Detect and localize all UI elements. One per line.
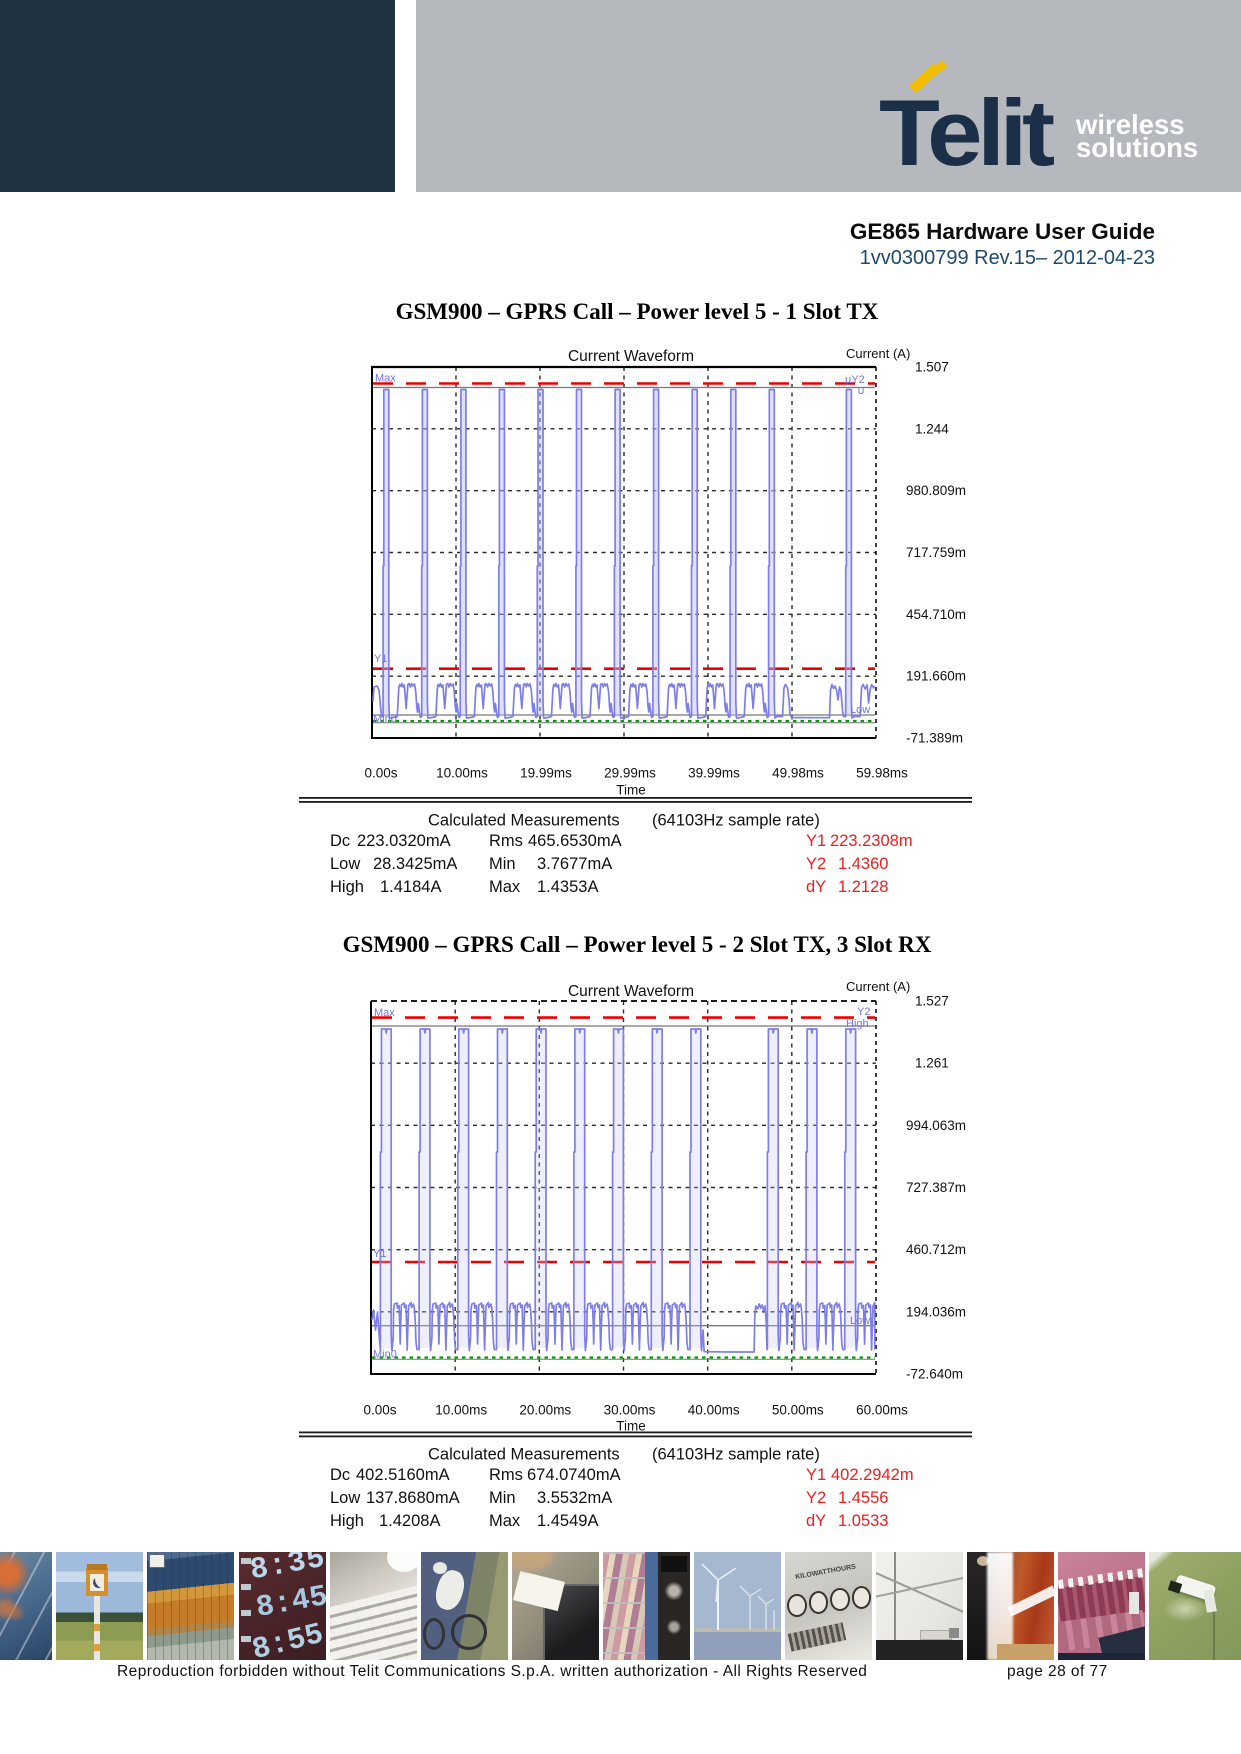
svg-text:-71.389m: -71.389m (906, 731, 963, 746)
svg-text:High: High (330, 878, 364, 896)
svg-text:Dc: Dc (330, 1466, 350, 1484)
svg-text:-72.640m: -72.640m (906, 1367, 963, 1382)
svg-text:µY2: µY2 (845, 374, 865, 386)
svg-text:Time: Time (616, 1419, 646, 1434)
svg-text:1.4184A: 1.4184A (380, 878, 441, 896)
svg-text:402.2942m: 402.2942m (831, 1466, 914, 1484)
svg-text:727.387m: 727.387m (906, 1180, 966, 1195)
svg-text:(64103Hz sample rate): (64103Hz sample rate) (652, 1446, 820, 1464)
svg-text:137.8680mA: 137.8680mA (366, 1489, 460, 1507)
svg-text:Current (A): Current (A) (846, 979, 910, 994)
svg-text:High: High (846, 1018, 869, 1030)
svg-text:Rms: Rms (489, 1466, 523, 1484)
svg-text:Current (A): Current (A) (846, 346, 910, 361)
svg-text:Y1: Y1 (806, 1466, 826, 1484)
svg-text:49.98ms: 49.98ms (772, 766, 824, 781)
svg-text:60.00ms: 60.00ms (856, 1403, 908, 1418)
svg-text:Y1: Y1 (806, 832, 826, 850)
svg-text:50.00ms: 50.00ms (772, 1403, 824, 1418)
svg-text:Y1: Y1 (374, 653, 387, 665)
svg-text:10.00ms: 10.00ms (435, 1403, 487, 1418)
svg-text:Y2: Y2 (806, 1489, 826, 1507)
svg-text:223.2308m: 223.2308m (830, 832, 913, 850)
svg-text:Y2: Y2 (857, 1006, 870, 1018)
svg-text:Low: Low (850, 704, 870, 716)
svg-text:28.3425mA: 28.3425mA (373, 855, 457, 873)
svg-text:717.759m: 717.759m (906, 545, 966, 560)
svg-text:dY: dY (806, 878, 826, 896)
svg-text:3.5532mA: 3.5532mA (537, 1489, 612, 1507)
svg-text:1.244: 1.244 (915, 421, 949, 436)
svg-text:1.2128: 1.2128 (838, 878, 888, 896)
svg-text:1.4208A: 1.4208A (379, 1512, 440, 1530)
svg-text:1.4556: 1.4556 (838, 1489, 888, 1507)
svg-text:Time: Time (616, 783, 646, 798)
svg-text:674.0740mA: 674.0740mA (527, 1466, 621, 1484)
svg-text:19.99ms: 19.99ms (520, 766, 572, 781)
svg-text:Calculated Measurements: Calculated Measurements (428, 1446, 620, 1464)
svg-text:Dc: Dc (330, 832, 350, 850)
svg-text:Rms: Rms (489, 832, 523, 850)
svg-text:465.6530mA: 465.6530mA (528, 832, 622, 850)
svg-text:1.4353A: 1.4353A (537, 878, 598, 896)
svg-text:1.4360: 1.4360 (838, 855, 888, 873)
svg-text:Calculated Measurements: Calculated Measurements (428, 812, 620, 830)
svg-text:20.00ms: 20.00ms (519, 1403, 571, 1418)
svg-text:29.99ms: 29.99ms (604, 766, 656, 781)
svg-text:1.0533: 1.0533 (838, 1512, 888, 1530)
svg-text:460.712m: 460.712m (906, 1242, 966, 1257)
svg-text:Max: Max (489, 878, 521, 896)
svg-text:0.00s: 0.00s (364, 766, 397, 781)
svg-text:Min0: Min0 (373, 713, 397, 725)
svg-text:1.4549A: 1.4549A (537, 1512, 598, 1530)
svg-text:Y2: Y2 (806, 855, 826, 873)
svg-text:223.0320mA: 223.0320mA (357, 832, 451, 850)
svg-text:Min: Min (489, 855, 516, 873)
svg-text:Low: Low (330, 855, 360, 873)
svg-text:191.660m: 191.660m (906, 669, 966, 684)
svg-text:Y1: Y1 (373, 1248, 386, 1260)
svg-text:980.809m: 980.809m (906, 483, 966, 498)
svg-text:Current Waveform: Current Waveform (568, 983, 694, 1000)
svg-text:dY: dY (806, 1512, 826, 1530)
svg-text:1.261: 1.261 (915, 1056, 949, 1071)
svg-text:59.98ms: 59.98ms (856, 766, 908, 781)
svg-text:Low: Low (850, 1315, 870, 1327)
svg-text:Min0: Min0 (373, 1349, 397, 1361)
svg-text:Max: Max (489, 1512, 521, 1530)
svg-text:3.7677mA: 3.7677mA (537, 855, 612, 873)
svg-text:30.00ms: 30.00ms (604, 1403, 656, 1418)
svg-text:High: High (330, 1512, 364, 1530)
svg-text:10.00ms: 10.00ms (436, 766, 488, 781)
svg-text:454.710m: 454.710m (906, 607, 966, 622)
svg-text:Low: Low (330, 1489, 360, 1507)
svg-text:1.507: 1.507 (915, 360, 949, 375)
svg-text:0.00s: 0.00s (363, 1403, 396, 1418)
svg-text:40.00ms: 40.00ms (688, 1403, 740, 1418)
svg-text:Max: Max (374, 1007, 395, 1019)
svg-text:(64103Hz sample rate): (64103Hz sample rate) (652, 812, 820, 830)
svg-text:Max: Max (375, 373, 396, 385)
svg-text:Current Waveform: Current Waveform (568, 348, 694, 365)
svg-text:Min: Min (489, 1489, 516, 1507)
svg-text:39.99ms: 39.99ms (688, 766, 740, 781)
svg-text:1.527: 1.527 (915, 994, 949, 1009)
svg-text:402.5160mA: 402.5160mA (356, 1466, 450, 1484)
svg-text:∪: ∪ (857, 385, 865, 397)
svg-text:194.036m: 194.036m (906, 1304, 966, 1319)
svg-text:994.063m: 994.063m (906, 1118, 966, 1133)
